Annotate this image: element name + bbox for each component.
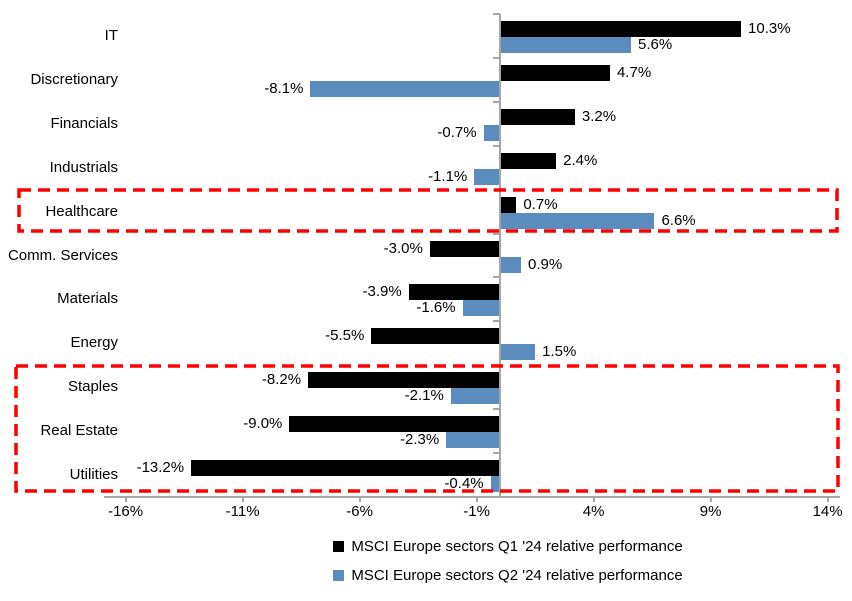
q1-bar — [500, 108, 575, 125]
category-label: Staples — [67, 378, 118, 396]
q2-value-label: -1.1% — [428, 167, 468, 185]
q1-bar — [408, 284, 500, 301]
q2-value-label: 6.6% — [661, 211, 696, 229]
category-axis-tick — [493, 56, 500, 59]
q2-bar — [483, 124, 500, 141]
x-axis-tick-label: -11% — [225, 503, 260, 520]
category-label: Industrials — [49, 158, 118, 176]
q1-value-label: -13.2% — [136, 459, 185, 477]
category-label: Energy — [70, 334, 118, 352]
x-axis-tick — [826, 497, 829, 502]
q2-value-label: 1.5% — [542, 343, 577, 361]
q1-legend-label: MSCI Europe sectors Q1 '24 relative perf… — [351, 538, 683, 555]
q2-bar — [500, 212, 655, 229]
x-axis-tick — [124, 497, 127, 502]
q1-value-label: -8.2% — [261, 371, 302, 389]
q2-legend-swatch-icon — [333, 570, 345, 581]
q2-value-label: -1.6% — [416, 299, 456, 317]
q1-value-label: 10.3% — [748, 20, 791, 37]
x-axis-tick-label: 14% — [812, 503, 843, 520]
q2-value-label: -8.1% — [264, 79, 304, 97]
q1-bar — [500, 152, 557, 169]
x-axis-tick-label: -6% — [346, 503, 373, 520]
category-label: Healthcare — [45, 202, 118, 220]
legend-item-q1: MSCI Europe sectors Q1 '24 relative perf… — [333, 533, 683, 560]
category-label: Financials — [50, 114, 118, 132]
category-axis-tick — [493, 320, 500, 323]
highlight-box-healthcare — [17, 188, 839, 233]
q1-value-label: 0.7% — [523, 195, 558, 213]
q1-value-label: -9.0% — [243, 415, 283, 433]
q2-bar — [310, 80, 500, 97]
legend: MSCI Europe sectors Q1 '24 relative perf… — [164, 533, 852, 589]
q2-bar — [500, 37, 632, 53]
q2-bar — [450, 388, 500, 405]
x-axis-tick — [709, 497, 712, 502]
category-axis-tick — [493, 13, 500, 15]
q1-value-label: 2.4% — [563, 151, 598, 169]
q2-legend-label: MSCI Europe sectors Q2 '24 relative perf… — [351, 567, 683, 584]
q2-value-label: 5.6% — [638, 36, 673, 53]
q2-value-label: -0.7% — [437, 123, 477, 141]
q2-bar — [500, 256, 522, 273]
x-axis-tick — [475, 497, 478, 502]
q1-bar — [500, 64, 610, 81]
x-axis-tick-label: -16% — [108, 503, 144, 520]
q2-value-label: -0.4% — [444, 475, 484, 493]
category-axis-tick — [493, 100, 500, 103]
x-axis-tick-label: 4% — [582, 503, 605, 520]
value-axis-line — [104, 496, 840, 498]
x-axis-tick-label: -1% — [463, 503, 490, 520]
q1-bar — [371, 328, 500, 345]
category-label: Comm. Services — [7, 246, 118, 264]
q2-bar — [462, 300, 500, 317]
q2-bar — [474, 168, 500, 185]
q1-legend-swatch-icon — [333, 541, 345, 552]
q1-value-label: -3.0% — [383, 239, 423, 257]
q1-value-label: 3.2% — [581, 107, 617, 125]
q1-bar — [429, 240, 500, 257]
category-axis-tick — [493, 232, 500, 235]
q1-value-label: -3.9% — [362, 283, 402, 301]
category-axis-tick — [493, 144, 500, 147]
q2-value-label: -2.1% — [404, 387, 444, 405]
x-axis-tick — [241, 497, 244, 502]
q2-bar — [500, 344, 536, 361]
q2-value-label: -2.3% — [399, 431, 440, 449]
category-label: Discretionary — [30, 70, 118, 88]
x-axis-tick — [358, 497, 361, 502]
x-axis-tick-label: 9% — [699, 503, 722, 520]
q1-bar — [500, 196, 517, 213]
q2-bar — [446, 432, 500, 449]
q1-value-label: 4.7% — [616, 63, 652, 81]
category-label: Real Estate — [40, 422, 118, 440]
q1-value-label: -5.5% — [325, 327, 365, 345]
category-axis-line — [499, 14, 501, 498]
x-axis-tick — [592, 497, 595, 502]
legend-item-q2: MSCI Europe sectors Q2 '24 relative perf… — [333, 562, 683, 589]
category-label: IT — [104, 27, 118, 44]
q1-bar — [500, 21, 742, 37]
category-label: Materials — [57, 290, 118, 308]
category-axis-tick — [493, 276, 500, 279]
q2-value-label: 0.9% — [528, 255, 563, 273]
